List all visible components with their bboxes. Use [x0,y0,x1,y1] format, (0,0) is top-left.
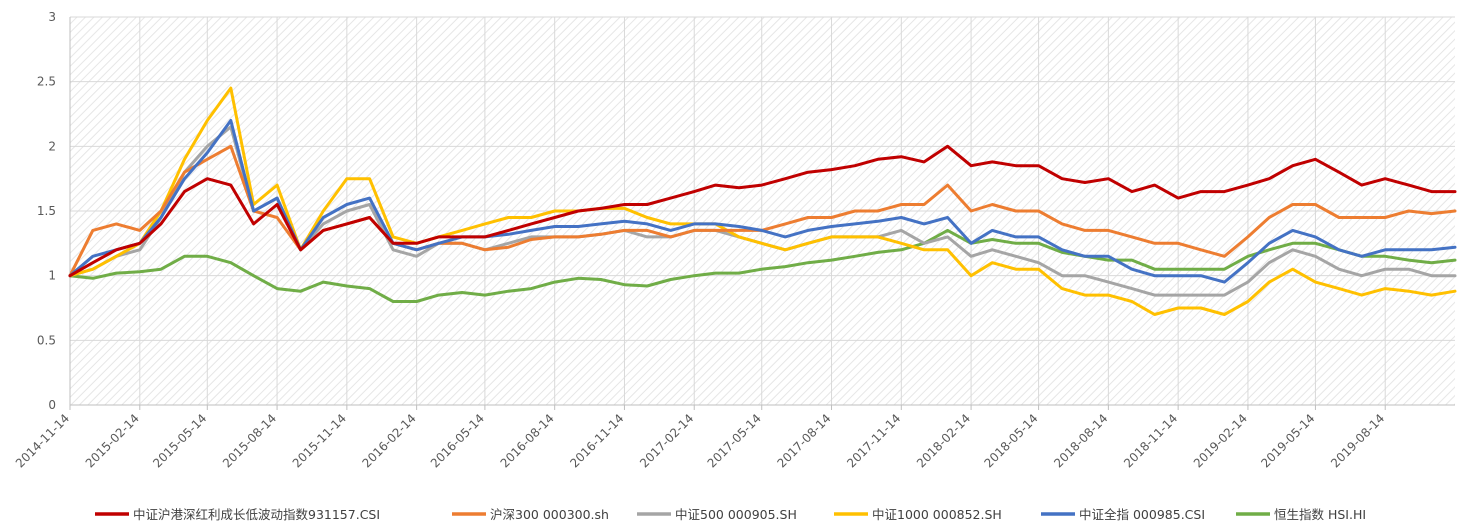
y-tick-label: 1.5 [37,204,56,218]
x-tick-label: 2017-08-14 [774,411,833,470]
x-tick-label: 2016-02-14 [360,411,419,470]
x-tick-label: 2018-08-14 [1051,411,1110,470]
x-tick-label: 2015-05-14 [150,411,209,470]
x-tick-label: 2016-11-14 [567,411,626,470]
legend-label-5: 恒生指数 HSI.HI [1274,507,1366,522]
series-lines [68,86,1457,316]
y-tick-label: 3 [48,10,56,24]
legend-label-2: 中证500 000905.SH [675,507,797,522]
x-tick-label: 2017-11-14 [844,411,903,470]
y-tick-label: 0 [48,398,56,412]
legend-label-1: 沪深300 000300.sh [490,507,609,522]
x-tick-label: 2017-02-14 [637,411,696,470]
x-tick-label: 2014-11-14 [13,411,72,470]
legend-label-0: 中证沪港深红利成长低波动指数931157.CSI [133,507,380,522]
x-tick-label: 2015-02-14 [83,411,142,470]
y-tick-label: 0.5 [37,333,56,347]
x-tick-label: 2015-11-14 [290,411,349,470]
legend: 中证沪港深红利成长低波动指数931157.CSI 沪深300 000300.sh 中… [95,507,1366,522]
legend-label-3: 中证1000 000852.SH [872,507,1002,522]
x-tick-label: 2015-08-14 [220,411,279,470]
x-tick-label: 2016-05-14 [428,411,487,470]
x-tick-label: 2018-11-14 [1121,411,1180,470]
x-tick-label: 2019-08-14 [1328,411,1387,470]
x-tick-label: 2019-02-14 [1191,411,1250,470]
series-line-0 [68,144,1457,278]
y-axis: 0 0.5 1 1.5 2 2.5 3 [37,10,71,412]
x-tick-label: 2017-05-14 [705,411,764,470]
y-tick-label: 2.5 [37,75,56,89]
x-tick-label: 2018-02-14 [914,411,973,470]
x-tick-label: 2016-08-14 [498,411,557,470]
y-tick-label: 1 [48,269,56,283]
x-tick-label: 2019-05-14 [1258,411,1317,470]
x-axis: 2014-11-14 2015-02-14 2015-05-14 2015-08-14… [13,404,1455,470]
y-tick-label: 2 [48,139,56,153]
x-tick-label: 2018-05-14 [981,411,1040,470]
series-line-5 [68,228,1457,303]
legend-label-4: 中证全指 000985.CSI [1079,507,1205,522]
